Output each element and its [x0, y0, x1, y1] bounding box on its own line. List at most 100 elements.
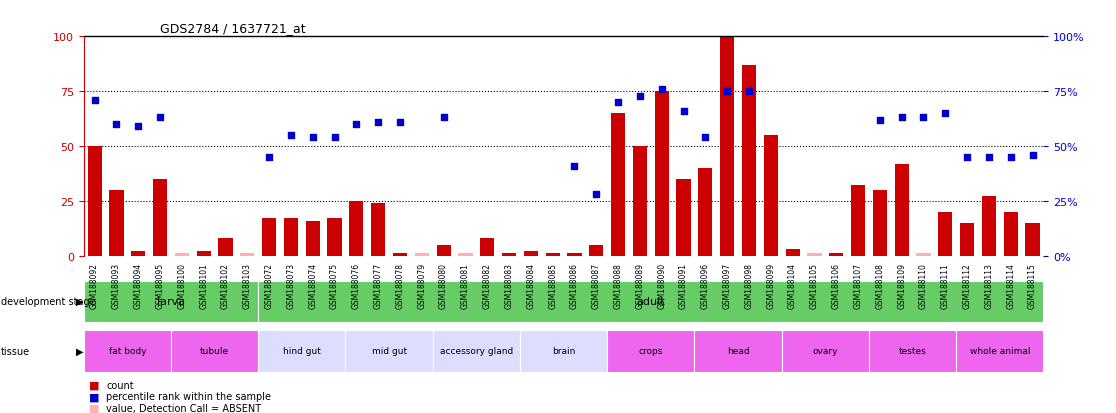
- Text: ▶: ▶: [76, 346, 84, 356]
- Point: [740, 88, 758, 95]
- Bar: [939, 212, 952, 256]
- Bar: [829, 254, 844, 256]
- Point: [674, 108, 692, 115]
- Bar: [171, 330, 258, 372]
- Text: fat body: fat body: [108, 347, 146, 356]
- Text: larva: larva: [157, 297, 185, 306]
- Text: value, Detection Call = ABSENT: value, Detection Call = ABSENT: [106, 403, 261, 413]
- Bar: [720, 37, 734, 256]
- Text: testes: testes: [898, 347, 926, 356]
- Bar: [1003, 212, 1018, 256]
- Point: [326, 135, 344, 141]
- Bar: [807, 254, 821, 256]
- Bar: [240, 254, 254, 256]
- Bar: [109, 190, 124, 256]
- Bar: [589, 245, 604, 256]
- Bar: [84, 281, 258, 322]
- Bar: [175, 254, 189, 256]
- Point: [696, 135, 714, 141]
- Text: accessory gland: accessory gland: [440, 347, 513, 356]
- Bar: [132, 252, 145, 256]
- Text: hind gut: hind gut: [282, 347, 320, 356]
- Text: adult: adult: [636, 297, 665, 306]
- Text: tissue: tissue: [1, 346, 30, 356]
- Point: [653, 86, 671, 93]
- Bar: [262, 219, 276, 256]
- Point: [347, 121, 365, 128]
- Text: ■: ■: [89, 392, 99, 401]
- Bar: [960, 223, 974, 256]
- Point: [980, 154, 998, 161]
- Bar: [742, 66, 756, 256]
- Point: [1023, 152, 1041, 159]
- Bar: [433, 330, 520, 372]
- Bar: [869, 330, 956, 372]
- Point: [107, 121, 125, 128]
- Point: [260, 154, 278, 161]
- Text: head: head: [727, 347, 750, 356]
- Bar: [763, 135, 778, 256]
- Bar: [87, 147, 102, 256]
- Bar: [612, 114, 625, 256]
- Point: [282, 132, 300, 139]
- Bar: [372, 204, 385, 256]
- Bar: [502, 254, 516, 256]
- Point: [369, 119, 387, 126]
- Point: [609, 100, 627, 106]
- Bar: [852, 186, 865, 256]
- Bar: [480, 239, 494, 256]
- Text: crops: crops: [638, 347, 663, 356]
- Bar: [676, 179, 691, 256]
- Bar: [459, 254, 472, 256]
- Text: development stage: development stage: [1, 297, 96, 306]
- Point: [893, 115, 911, 121]
- Bar: [436, 245, 451, 256]
- Bar: [916, 254, 931, 256]
- Text: mid gut: mid gut: [372, 347, 406, 356]
- Text: whole animal: whole animal: [970, 347, 1030, 356]
- Text: ▶: ▶: [76, 297, 84, 306]
- Bar: [283, 219, 298, 256]
- Point: [587, 192, 605, 198]
- Bar: [694, 330, 781, 372]
- Text: tubule: tubule: [200, 347, 229, 356]
- Point: [435, 115, 453, 121]
- Bar: [781, 330, 869, 372]
- Bar: [873, 190, 887, 256]
- Bar: [84, 330, 171, 372]
- Bar: [607, 330, 694, 372]
- Point: [151, 115, 169, 121]
- Bar: [258, 281, 1043, 322]
- Text: count: count: [106, 380, 134, 390]
- Bar: [655, 92, 668, 256]
- Point: [566, 163, 584, 170]
- Bar: [982, 197, 995, 256]
- Bar: [546, 254, 560, 256]
- Point: [304, 135, 321, 141]
- Point: [1002, 154, 1020, 161]
- Text: ■: ■: [89, 380, 99, 390]
- Point: [719, 88, 737, 95]
- Bar: [349, 201, 364, 256]
- Bar: [520, 330, 607, 372]
- Bar: [258, 330, 346, 372]
- Bar: [895, 164, 908, 256]
- Bar: [153, 179, 167, 256]
- Bar: [1026, 223, 1040, 256]
- Text: percentile rank within the sample: percentile rank within the sample: [106, 392, 271, 401]
- Bar: [567, 254, 581, 256]
- Bar: [523, 252, 538, 256]
- Bar: [633, 147, 647, 256]
- Bar: [415, 254, 429, 256]
- Text: GDS2784 / 1637721_at: GDS2784 / 1637721_at: [161, 21, 306, 35]
- Text: ■: ■: [89, 403, 99, 413]
- Bar: [306, 221, 320, 256]
- Point: [129, 123, 147, 130]
- Text: brain: brain: [552, 347, 575, 356]
- Point: [870, 117, 888, 123]
- Text: ovary: ovary: [812, 347, 838, 356]
- Bar: [699, 169, 712, 256]
- Point: [936, 110, 954, 117]
- Bar: [327, 219, 341, 256]
- Point: [915, 115, 933, 121]
